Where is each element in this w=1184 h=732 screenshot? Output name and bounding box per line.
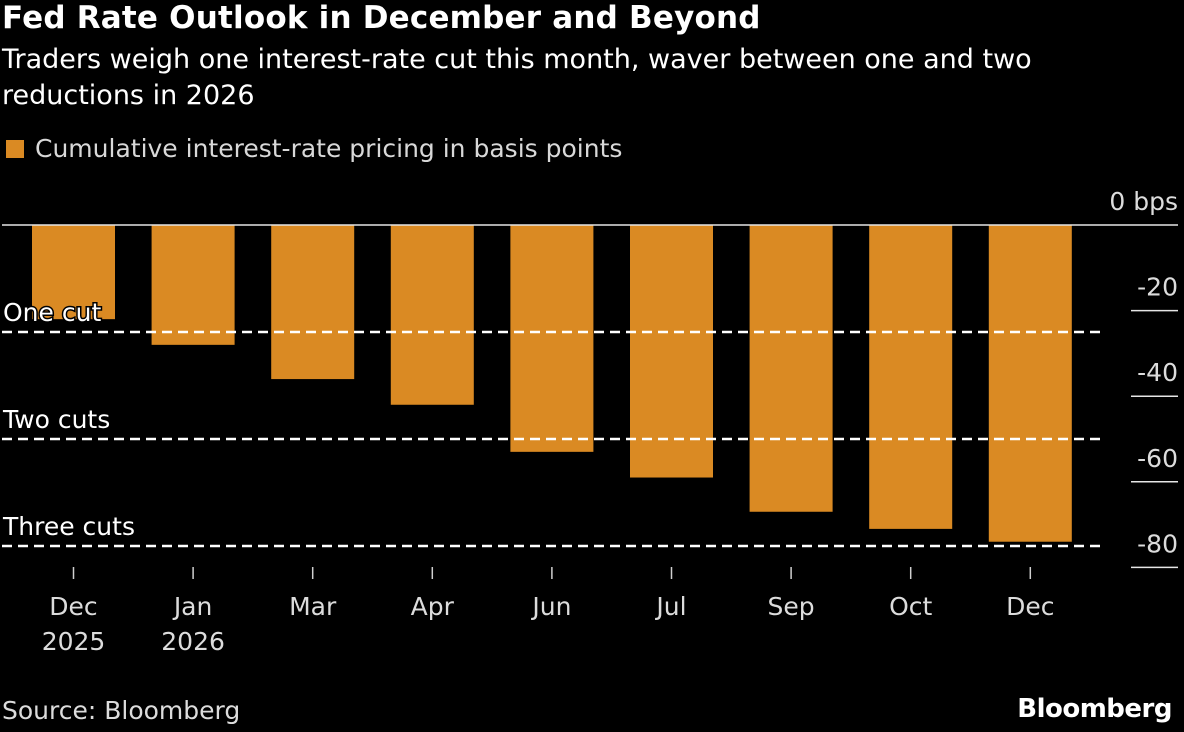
legend-label: Cumulative interest-rate pricing in basi… — [35, 134, 623, 163]
bar — [271, 225, 355, 380]
x-tick-label: Jan — [172, 592, 213, 621]
reference-label: One cut — [3, 298, 101, 327]
bloomberg-logo: Bloomberg — [1017, 694, 1172, 724]
x-tick-label: Oct — [889, 592, 932, 621]
y-tick-label: -20 — [1137, 273, 1178, 302]
x-tick-label: Sep — [768, 592, 815, 621]
bar — [869, 225, 953, 529]
x-tick-label: Dec — [1006, 592, 1054, 621]
legend: Cumulative interest-rate pricing in basi… — [6, 134, 622, 163]
x-tick-label: Apr — [411, 592, 455, 621]
x-tick-label: 2025 — [42, 627, 106, 656]
x-tick-label: 2026 — [161, 627, 225, 656]
legend-swatch — [6, 139, 24, 158]
chart-subtitle: Traders weigh one interest-rate cut this… — [2, 44, 1032, 111]
bar — [749, 225, 833, 512]
y-tick-label: -80 — [1137, 529, 1178, 558]
y-tick-label: -40 — [1137, 358, 1178, 387]
y-tick-label: -60 — [1137, 444, 1178, 473]
chart-title: Fed Rate Outlook in December and Beyond — [2, 0, 761, 36]
x-tick-label: Mar — [289, 592, 337, 621]
x-tick-label: Jul — [654, 592, 686, 621]
bar — [630, 225, 713, 478]
x-tick-label: Dec — [49, 592, 97, 621]
x-tick-label: Jun — [530, 592, 571, 621]
bar — [32, 225, 115, 320]
bar — [988, 225, 1072, 542]
reference-label: Two cuts — [2, 405, 110, 434]
bar — [390, 225, 474, 405]
source-note: Source: Bloomberg — [2, 696, 241, 725]
bar — [151, 225, 235, 345]
bar — [510, 225, 594, 452]
reference-label: Three cuts — [2, 512, 135, 541]
y-tick-label: 0 bps — [1109, 187, 1178, 216]
